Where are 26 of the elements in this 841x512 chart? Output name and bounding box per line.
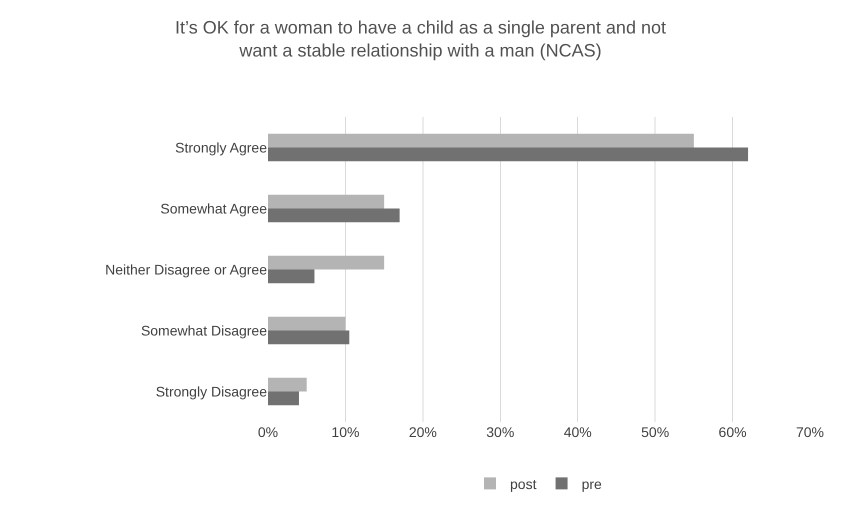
y-tick-label: Somewhat Agree [160,200,268,216]
bar [268,392,299,406]
y-tick-label: Neither Disagree or Agree [105,261,268,278]
bar [268,270,314,284]
y-tick-label: Strongly Disagree [156,383,268,400]
bar [268,316,346,330]
bar [268,148,748,162]
bar [268,134,694,148]
legend-label: pre [582,476,602,492]
legend-label: post [510,476,537,492]
x-tick-label: 20% [408,424,437,440]
chart-title: It’s OK for a woman to have a child as a single parent and not want a stable relationship with a man (NCAS) [175,17,666,61]
bar [268,208,400,222]
bar [268,194,384,208]
x-tick-label: 60% [718,424,747,440]
bar [268,378,307,392]
x-tick-label: 70% [796,424,824,440]
x-tick-label: 30% [486,424,514,440]
x-tick-label: 0% [258,424,278,440]
bar [268,256,384,270]
y-tick-label: Strongly Agree [175,139,268,156]
y-tick-label: Somewhat Disagree [140,322,268,338]
bar [268,330,350,344]
x-tick-label: 10% [331,424,360,440]
x-tick-label: 40% [564,424,592,440]
x-tick-label: 50% [641,424,670,440]
